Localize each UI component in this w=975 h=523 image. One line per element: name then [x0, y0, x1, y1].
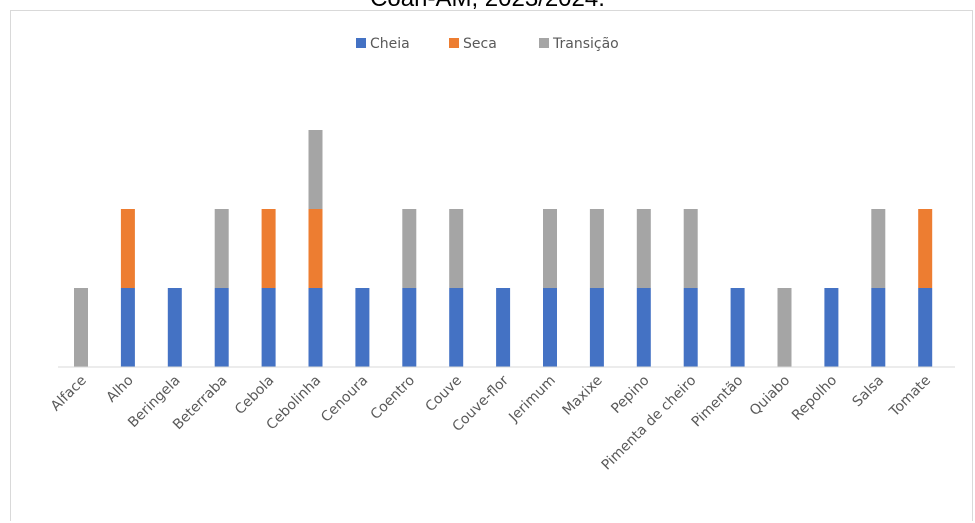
x-tick-label: Repolho [789, 373, 840, 424]
bar-transição-13 [683, 209, 698, 288]
bar-seca-18 [918, 209, 933, 288]
bar-cheia-16 [824, 288, 839, 367]
x-tick-label: Cebola [232, 373, 277, 418]
bar-seca-4 [261, 209, 276, 288]
x-tick-label: Tomate [886, 373, 934, 421]
bar-cheia-11 [589, 288, 604, 367]
x-tick-label: Salsa [849, 373, 887, 411]
bar-transição-15 [777, 288, 792, 367]
x-tick-label: Alho [104, 373, 137, 406]
x-tick-label: Pimenta de cheiro [599, 373, 700, 474]
x-tick-label: Pepino [608, 373, 652, 417]
legend-label: Transição [552, 36, 619, 52]
x-tick-label: Cenoura [318, 373, 371, 426]
bar-cheia-14 [730, 288, 745, 367]
bar-cheia-17 [871, 288, 886, 367]
bar-transição-7 [402, 209, 417, 288]
bars-layer [74, 130, 933, 367]
legend-item-transição: Transição [539, 36, 619, 52]
bar-cheia-4 [261, 288, 276, 367]
x-tick-label: Coentro [368, 373, 418, 423]
x-tick-label: Jerimum [505, 373, 558, 426]
legend-label: Cheia [370, 36, 410, 52]
bar-cheia-13 [683, 288, 698, 367]
bar-cheia-8 [449, 288, 464, 367]
bar-transição-5 [308, 130, 323, 209]
x-tick-label: Alface [48, 373, 90, 415]
legend-label: Seca [463, 36, 497, 52]
legend-swatch [539, 38, 549, 48]
bar-cheia-2 [167, 288, 182, 367]
legend-item-seca: Seca [449, 36, 497, 52]
legend-swatch [449, 38, 459, 48]
legend-item-cheia: Cheia [356, 36, 410, 52]
bar-transição-0 [74, 288, 88, 367]
bar-cheia-5 [308, 288, 323, 367]
bar-seca-5 [308, 209, 323, 288]
chart-frame [10, 10, 973, 521]
x-tick-label: Couve [423, 373, 466, 416]
bar-cheia-6 [355, 288, 370, 367]
bar-cheia-3 [214, 288, 229, 367]
bar-transição-12 [636, 209, 651, 288]
bar-transição-17 [871, 209, 886, 288]
bar-cheia-18 [918, 288, 933, 367]
bar-transição-8 [449, 209, 464, 288]
chart-title: Coari-AM, 2023/2024. [0, 0, 975, 13]
legend-swatch [356, 38, 366, 48]
legend: Cheia Seca Transição [356, 36, 619, 52]
bar-transição-3 [214, 209, 229, 288]
x-tick-label: Pimentão [689, 373, 747, 431]
x-tick-label: Quiabo [747, 373, 794, 420]
bar-transição-11 [589, 209, 604, 288]
bar-cheia-10 [543, 288, 557, 367]
bar-cheia-7 [402, 288, 417, 367]
x-tick-label: Maxixe [560, 373, 606, 419]
bar-cheia-9 [496, 288, 511, 367]
bar-cheia-12 [636, 288, 651, 367]
bar-cheia-1 [120, 288, 135, 367]
bar-seca-1 [120, 209, 135, 288]
bar-transição-10 [543, 209, 557, 288]
